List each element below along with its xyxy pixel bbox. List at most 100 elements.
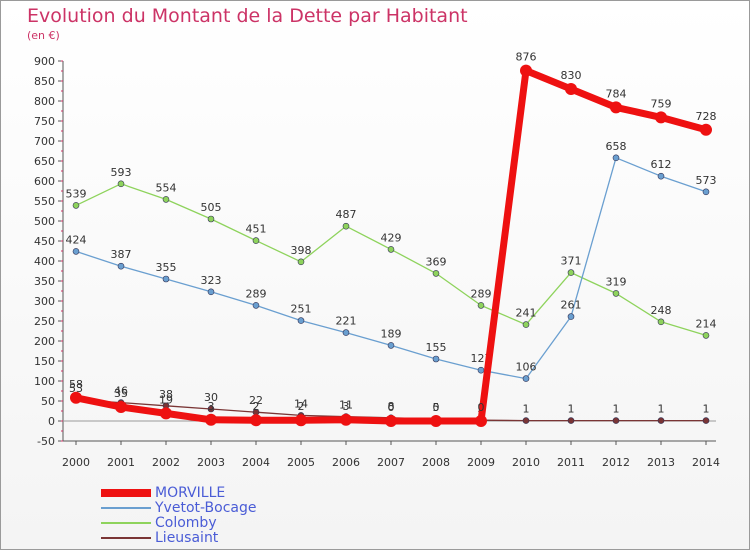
data-point — [477, 302, 485, 309]
data-label: 53 — [69, 382, 83, 395]
data-label: 487 — [336, 208, 357, 221]
data-label: 214 — [696, 317, 717, 330]
data-point — [70, 391, 82, 404]
y-tick-label: 450 — [34, 235, 55, 248]
data-point — [207, 288, 215, 296]
x-tick-label: 2003 — [197, 456, 225, 469]
data-point — [72, 248, 80, 255]
data-label: 5 — [433, 401, 440, 414]
data-label: 424 — [66, 233, 87, 246]
data-point — [250, 414, 262, 427]
y-tick-label: 50 — [41, 395, 55, 408]
y-tick-label: 600 — [34, 175, 55, 188]
data-point — [520, 64, 532, 77]
legend-swatch — [101, 521, 151, 524]
data-point — [342, 329, 350, 336]
data-point — [657, 318, 665, 326]
data-label: 573 — [696, 174, 717, 187]
data-label: 658 — [606, 140, 627, 153]
data-point — [522, 417, 530, 424]
data-label: 355 — [156, 261, 177, 274]
data-point — [387, 246, 395, 253]
x-tick-label: 2014 — [692, 456, 720, 469]
data-label: 46 — [114, 385, 128, 398]
data-point — [387, 342, 395, 349]
legend-item-morville: MORVILLE — [101, 484, 257, 501]
data-label: 323 — [201, 274, 222, 287]
data-label: 14 — [294, 397, 308, 410]
x-tick-label: 2001 — [107, 456, 135, 469]
data-point — [207, 215, 215, 223]
legend-label: Lieusaint — [155, 529, 219, 546]
data-label: 155 — [426, 341, 447, 354]
data-label: 429 — [381, 231, 402, 244]
data-label: 1 — [568, 403, 575, 416]
data-label: 369 — [426, 255, 447, 268]
data-point — [117, 262, 125, 270]
data-label: 593 — [111, 166, 132, 179]
data-label: 759 — [651, 97, 672, 110]
data-point — [252, 302, 260, 309]
data-label: 189 — [381, 327, 402, 340]
data-point — [655, 111, 667, 124]
x-tick-label: 2013 — [647, 456, 675, 469]
data-point — [567, 313, 575, 320]
x-tick-label: 2002 — [152, 456, 180, 469]
data-label: 3 — [208, 400, 215, 413]
data-point — [432, 270, 440, 277]
data-label: 1 — [613, 403, 620, 416]
data-label: 2 — [253, 400, 260, 413]
y-tick-label: 800 — [34, 95, 55, 108]
data-point — [522, 375, 530, 382]
data-label: 830 — [561, 69, 582, 82]
chart-title: Evolution du Montant de la Dette par Hab… — [27, 5, 468, 27]
data-label: 248 — [651, 304, 672, 317]
data-label: 1 — [703, 403, 710, 416]
data-point — [385, 415, 397, 427]
data-label: 784 — [606, 87, 627, 100]
data-point — [162, 275, 170, 283]
data-point — [252, 237, 260, 244]
data-label: 371 — [561, 255, 582, 268]
x-tick-label: 2008 — [422, 456, 450, 469]
data-point — [477, 366, 485, 374]
data-label: 8 — [388, 400, 395, 413]
series-colomby: 539 593 554 505 451 398 487 429 369 289 241 371 319 2… — [66, 166, 717, 339]
data-point — [565, 83, 577, 95]
x-tick-label: 2012 — [602, 456, 630, 469]
legend-label: Colomby — [155, 514, 217, 531]
data-point — [567, 269, 575, 276]
data-point — [657, 172, 665, 180]
data-label: 554 — [156, 181, 177, 194]
chart-legend: MORVILLE Yvetot-Bocage Colomby Lieusaint — [101, 484, 257, 546]
data-label: 398 — [291, 244, 312, 257]
legend-swatch — [101, 536, 151, 539]
y-tick-label: 200 — [34, 335, 55, 348]
series-line — [75, 67, 707, 425]
data-point — [72, 202, 80, 209]
data-label: 30 — [204, 391, 218, 404]
data-label: 1 — [523, 403, 530, 416]
data-label: 221 — [336, 315, 357, 328]
data-label: 0 — [388, 401, 395, 414]
x-tick-label: 2010 — [512, 456, 540, 469]
data-label: 319 — [606, 275, 627, 288]
data-label: 58 — [69, 378, 83, 391]
data-label: 876 — [516, 51, 537, 64]
data-point — [612, 290, 620, 297]
data-point — [702, 188, 710, 196]
data-label: 38 — [159, 388, 173, 401]
data-point — [700, 123, 712, 136]
legend-item-yvetot-bocage: Yvetot-Bocage — [101, 500, 257, 516]
legend-item-colomby: Colomby — [101, 514, 257, 531]
data-point — [432, 355, 440, 363]
legend-label: MORVILLE — [155, 484, 226, 501]
x-tick-label: 2000 — [62, 456, 90, 469]
y-tick-label: 300 — [34, 295, 55, 308]
legend-swatch — [101, 506, 151, 509]
data-label: 22 — [249, 394, 263, 407]
x-tick-label: 2011 — [557, 456, 585, 469]
data-point — [702, 417, 710, 424]
